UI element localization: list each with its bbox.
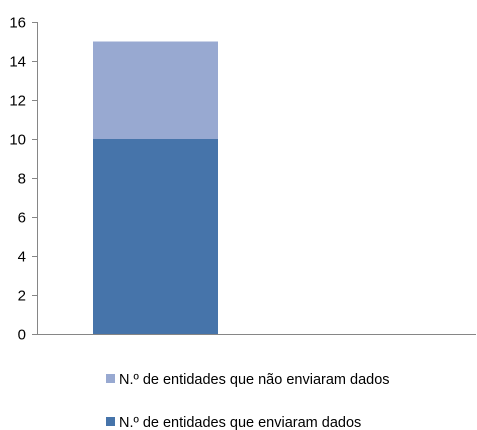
y-tick-label: 14 — [9, 54, 26, 71]
legend-label-series-1: N.º de entidades que não enviaram dados — [119, 372, 390, 388]
legend: N.º de entidades que não enviaram dados N… — [106, 372, 390, 430]
y-axis: 0 2 4 6 8 10 12 14 16 — [9, 15, 38, 344]
y-tick-label: 12 — [9, 93, 26, 110]
y-tick-label: 16 — [9, 15, 26, 32]
legend-swatch-series-1 — [106, 374, 115, 383]
y-tick-label: 10 — [9, 132, 26, 149]
bar-segment-series-0 — [93, 139, 218, 334]
bars — [93, 41, 218, 334]
y-tick-label: 6 — [18, 210, 26, 227]
legend-swatch-series-0 — [106, 417, 115, 426]
bar-segment-series-1 — [93, 41, 218, 139]
y-tick-label: 8 — [18, 171, 26, 188]
y-tick-label: 2 — [18, 288, 26, 305]
y-tick-label: 4 — [18, 249, 26, 266]
legend-label-series-0: N.º de entidades que enviaram dados — [119, 415, 361, 430]
y-tick-label: 0 — [18, 327, 26, 344]
